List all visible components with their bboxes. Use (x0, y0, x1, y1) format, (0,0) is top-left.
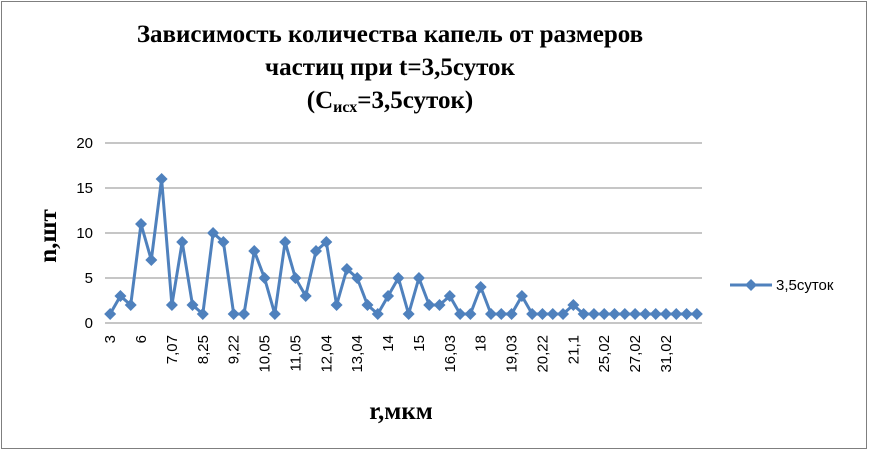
data-point (124, 299, 137, 311)
data-point (227, 308, 240, 320)
data-point (454, 308, 467, 320)
title-line-1: Зависимость количества капель от размеро… (136, 21, 644, 48)
data-point (526, 308, 539, 320)
data-point (484, 308, 497, 320)
data-point (649, 308, 662, 320)
data-point (567, 299, 580, 311)
data-point (608, 308, 621, 320)
data-point (639, 308, 652, 320)
data-point (412, 272, 425, 284)
data-point (237, 308, 250, 320)
data-point (659, 308, 672, 320)
data-point (382, 290, 395, 302)
data-point (443, 290, 456, 302)
data-point (258, 272, 271, 284)
data-point (279, 236, 292, 248)
title-line-3: (Cисх=3,5суток) (60, 84, 720, 117)
y-tick-label: 15 (76, 180, 93, 197)
x-tick-label: 3 (102, 335, 119, 343)
data-point (433, 299, 446, 311)
data-point (320, 236, 333, 248)
series-line (108, 177, 697, 316)
legend-marker-icon (745, 279, 757, 291)
data-point (557, 308, 570, 320)
data-point (155, 173, 168, 185)
data-point (392, 272, 405, 284)
data-point (577, 308, 590, 320)
data-point (618, 308, 631, 320)
y-tick-label: 0 (85, 315, 93, 332)
x-tick-label: 15 (411, 335, 428, 352)
x-tick-label: 18 (473, 335, 490, 352)
x-tick-labels: 3 6 7,07 8,25 9,22 10,05 11,05 12,04 13,04 14 15 16… (102, 335, 675, 373)
x-tick-label: 19,03 (504, 335, 521, 373)
x-tick-label: 31,02 (658, 335, 675, 373)
data-point (515, 290, 528, 302)
data-point (217, 236, 230, 248)
data-point (114, 290, 127, 302)
data-point (629, 308, 642, 320)
x-tick-label: 14 (380, 335, 397, 352)
data-point (104, 308, 117, 320)
data-point (598, 308, 611, 320)
y-tick-label: 5 (85, 270, 93, 287)
data-point (546, 308, 559, 320)
x-tick-label: 12,04 (318, 335, 335, 373)
title-line-3-prefix: (C (306, 87, 334, 114)
data-point (505, 308, 518, 320)
data-point (299, 290, 312, 302)
y-tick-labels: 0 5 10 15 20 (76, 135, 93, 332)
data-point (680, 308, 693, 320)
data-point (135, 218, 148, 230)
x-tick-label: 27,02 (627, 335, 644, 373)
x-tick-label: 20,22 (534, 335, 551, 373)
x-tick-label: 21,1 (565, 335, 582, 364)
data-point (690, 308, 703, 320)
x-tick-label: 8,25 (195, 335, 212, 364)
y-tick-label: 10 (76, 225, 93, 242)
chart-title: Зависимость количества капель от размеро… (60, 18, 720, 117)
series-group (104, 173, 703, 320)
legend-label: 3,5суток (776, 277, 834, 294)
data-point (402, 308, 415, 320)
x-tick-label: 13,04 (349, 335, 366, 373)
data-point (207, 227, 220, 239)
data-point (145, 254, 158, 266)
data-point (248, 245, 261, 257)
x-tick-label: 10,05 (257, 335, 274, 373)
data-point (330, 299, 343, 311)
title-line-3-sub: исх (333, 99, 358, 116)
data-point (587, 308, 600, 320)
x-tick-label: 11,05 (287, 335, 304, 371)
data-point (196, 308, 209, 320)
data-point (464, 308, 477, 320)
data-point (495, 308, 508, 320)
x-tick-label: 16,03 (442, 335, 459, 373)
data-point (165, 299, 178, 311)
data-point (340, 263, 353, 275)
data-point (423, 299, 436, 311)
title-line-3-suffix: =3,5суток) (357, 87, 474, 114)
y-axis-label: n,шт (35, 209, 62, 263)
data-point (351, 272, 364, 284)
data-point (536, 308, 549, 320)
data-point (176, 236, 189, 248)
x-tick-label: 7,07 (164, 335, 181, 364)
y-tick-label: 20 (76, 135, 93, 152)
data-point (268, 308, 281, 320)
data-point (289, 272, 302, 284)
data-point (670, 308, 683, 320)
x-axis-label: r,мкм (369, 398, 433, 425)
data-point (361, 299, 374, 311)
data-point (474, 281, 487, 293)
x-tick-label: 9,22 (226, 335, 243, 364)
data-point (371, 308, 384, 320)
legend: 3,5суток (730, 277, 834, 294)
title-line-2: частиц при t=3,5суток (265, 54, 515, 81)
data-point (186, 299, 199, 311)
x-tick-label: 6 (133, 335, 150, 343)
x-tick-label: 25,02 (596, 335, 613, 373)
data-point (310, 245, 323, 257)
